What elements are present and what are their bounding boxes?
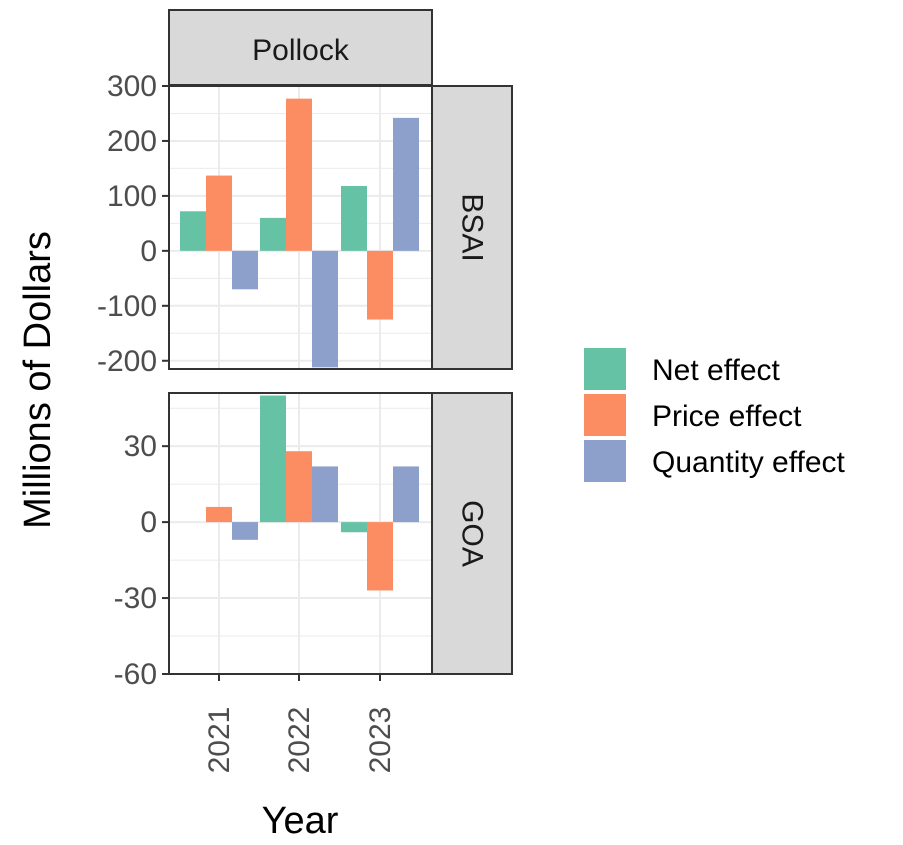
legend-label: Net effect: [652, 354, 781, 387]
y-axis-title: Millions of Dollars: [17, 231, 59, 529]
y-tick-label: 200: [107, 125, 157, 158]
bar-net-effect: [341, 522, 367, 533]
bar-quantity-effect: [312, 250, 338, 368]
bar-quantity-effect: [393, 117, 419, 251]
y-tick-label: 100: [107, 180, 157, 213]
bar-quantity-effect: [393, 466, 419, 523]
row-strip: [431, 392, 513, 675]
bar-net-effect: [260, 395, 286, 523]
bar-net-effect: [260, 217, 286, 251]
column-strip: [168, 9, 433, 86]
legend-label: Quantity effect: [652, 446, 846, 479]
bar-price-effect: [206, 506, 232, 523]
bar-price-effect: [206, 175, 232, 251]
y-tick-label: 30: [124, 430, 157, 463]
legend-key-quantity-effect: [584, 440, 626, 482]
x-tick-label: 2021: [203, 707, 236, 774]
bar-quantity-effect: [232, 522, 258, 540]
legend-key-price-effect: [584, 394, 626, 436]
bar-net-effect: [341, 186, 367, 251]
y-tick-label: -100: [97, 290, 157, 323]
y-tick-label: 300: [107, 70, 157, 103]
bar-price-effect: [286, 451, 312, 523]
bar-net-effect: [180, 211, 206, 251]
y-tick-label: -60: [114, 658, 157, 691]
x-axis-title: Year: [262, 800, 339, 842]
y-tick-label: -200: [97, 345, 157, 378]
row-strip: [431, 85, 513, 370]
bar-price-effect: [367, 250, 393, 320]
legend-label: Price effect: [652, 400, 802, 433]
bar-price-effect: [367, 522, 393, 591]
x-tick-label: 2023: [364, 707, 397, 774]
y-tick-label: 0: [140, 506, 157, 539]
bar-quantity-effect: [232, 250, 258, 290]
row-strip-label: GOA: [456, 500, 489, 567]
bar-quantity-effect: [312, 466, 338, 523]
column-strip-label: Pollock: [252, 34, 350, 67]
row-strip-label: BSAI: [456, 193, 489, 261]
y-tick-label: 0: [140, 235, 157, 268]
legend-key-net-effect: [584, 348, 626, 390]
bar-price-effect: [286, 98, 312, 251]
y-tick-label: -30: [114, 582, 157, 615]
x-tick-label: 2022: [283, 707, 316, 774]
